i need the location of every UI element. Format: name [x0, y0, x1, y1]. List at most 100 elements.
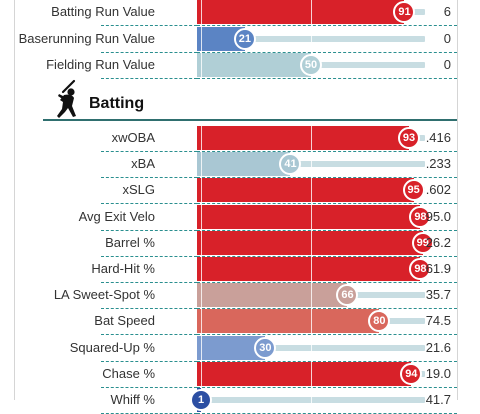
- baseline-marker: [201, 178, 202, 203]
- metric-label: Batting Run Value: [51, 4, 155, 19]
- batter-silhouette-icon: [57, 79, 76, 118]
- metric-label: Avg Exit Velo: [78, 208, 155, 224]
- row-divider: [197, 255, 457, 257]
- percentile-rankings-panel: Batting Run Value 91 6 Baserunning Run Valu…: [14, 0, 458, 414]
- row-divider: [197, 386, 457, 388]
- metric-row: Baserunning Run Value 21 0: [15, 26, 457, 53]
- row-divider-left: [101, 151, 197, 152]
- baseline-marker: [201, 257, 202, 281]
- median-marker: [311, 0, 312, 24]
- metric-label: Fielding Run Value: [46, 57, 155, 72]
- median-marker: [311, 26, 312, 51]
- metric-row: Barrel % 99 26.2: [15, 230, 457, 257]
- percentile-bubble: 50: [300, 54, 322, 76]
- baseline-marker: [201, 283, 202, 308]
- row-divider: [197, 25, 457, 26]
- metric-label: Squared-Up %: [69, 339, 155, 355]
- metric-value: 95.0: [425, 208, 451, 224]
- row-divider-left: [101, 177, 197, 179]
- batting-section-header: Batting: [15, 78, 457, 121]
- median-marker: [311, 152, 312, 177]
- percentile-bar: [197, 309, 380, 334]
- row-divider: [197, 308, 457, 310]
- percentile-bubble: 94: [400, 362, 423, 385]
- baseline-marker: [201, 126, 202, 150]
- metric-value: 74.5: [425, 313, 451, 329]
- median-marker: [311, 388, 312, 412]
- percentile-bubble: 1: [190, 389, 212, 411]
- percentile-bar: [197, 283, 348, 308]
- row-divider: [197, 360, 457, 362]
- row-divider: [197, 177, 457, 179]
- section-divider: [43, 119, 457, 121]
- metric-value: 26.2: [425, 234, 451, 250]
- metric-row: Chase % 94 19.0: [15, 361, 457, 388]
- metric-value: .233: [425, 156, 451, 172]
- metric-row: xwOBA 93 .416: [15, 126, 457, 152]
- median-marker: [311, 204, 312, 229]
- baseline-marker: [201, 53, 202, 77]
- percentile-bubble: 21: [233, 27, 256, 50]
- median-marker: [311, 178, 312, 203]
- row-divider-left: [101, 360, 197, 362]
- median-marker: [311, 361, 312, 386]
- percentile-bubble: 41: [279, 153, 302, 176]
- percentile-bar: [197, 230, 423, 255]
- row-divider: [197, 78, 457, 79]
- row-divider: [197, 151, 457, 152]
- metric-row: xBA 41 .233: [15, 152, 457, 179]
- metric-row: Whiff % 1 41.7: [15, 388, 457, 414]
- metric-label: Bat Speed: [94, 313, 155, 329]
- metric-value: .416: [425, 130, 451, 145]
- percentile-bar: [197, 335, 266, 360]
- metric-value: 21.6: [425, 339, 451, 355]
- percentile-bar: [197, 152, 291, 177]
- percentile-bubble: 98: [409, 205, 432, 228]
- percentile-bar: [197, 178, 414, 203]
- percentile-bar: [197, 53, 311, 77]
- metric-row: xSLG 95.602: [15, 178, 457, 205]
- baseline-marker: [201, 361, 202, 386]
- baseline-marker: [201, 0, 202, 24]
- metric-value: .602: [425, 182, 451, 198]
- row-divider: [197, 51, 457, 53]
- row-divider: [197, 282, 457, 283]
- median-marker: [311, 335, 312, 360]
- percentile-bar: [197, 257, 421, 281]
- metric-label: xSLG: [122, 182, 155, 198]
- percentile-bar: [197, 204, 421, 229]
- row-divider-left: [101, 334, 197, 336]
- metric-value: 19.0: [425, 365, 451, 381]
- metric-label: LA Sweet-Spot %: [53, 287, 155, 303]
- percentile-bubble: 99: [411, 231, 434, 254]
- percentile-bubble: 91: [393, 1, 416, 23]
- row-divider-left: [101, 78, 197, 79]
- metric-label: Baserunning Run Value: [18, 30, 155, 46]
- row-divider-left: [101, 51, 197, 53]
- median-marker: [311, 309, 312, 334]
- row-divider: [197, 229, 457, 231]
- metric-value: 61.9: [425, 261, 451, 276]
- metric-row: LA Sweet-Spot % 66 35.7: [15, 283, 457, 310]
- baseline-marker: [201, 335, 202, 360]
- baseline-marker: [201, 230, 202, 255]
- percentile-bar: [197, 126, 410, 150]
- row-divider-left: [101, 203, 197, 205]
- percentile-bubble: 80: [368, 310, 391, 333]
- metric-value: 0: [443, 30, 451, 46]
- metric-value: 35.7: [425, 287, 451, 303]
- row-divider-left: [101, 25, 197, 26]
- median-marker: [311, 230, 312, 255]
- row-divider: [197, 334, 457, 336]
- metric-label: xBA: [131, 156, 155, 172]
- percentile-bubble: 93: [398, 127, 421, 149]
- metric-row: Fielding Run Value 50 0: [15, 53, 457, 79]
- row-divider-left: [101, 308, 197, 310]
- metric-row: Bat Speed 80 74.5: [15, 309, 457, 336]
- row-divider-left: [101, 386, 197, 388]
- section-title: Batting: [89, 95, 145, 112]
- median-marker: [311, 126, 312, 150]
- metric-label: Chase %: [102, 365, 155, 381]
- percentile-bubble: 98: [409, 258, 432, 280]
- median-marker: [311, 283, 312, 308]
